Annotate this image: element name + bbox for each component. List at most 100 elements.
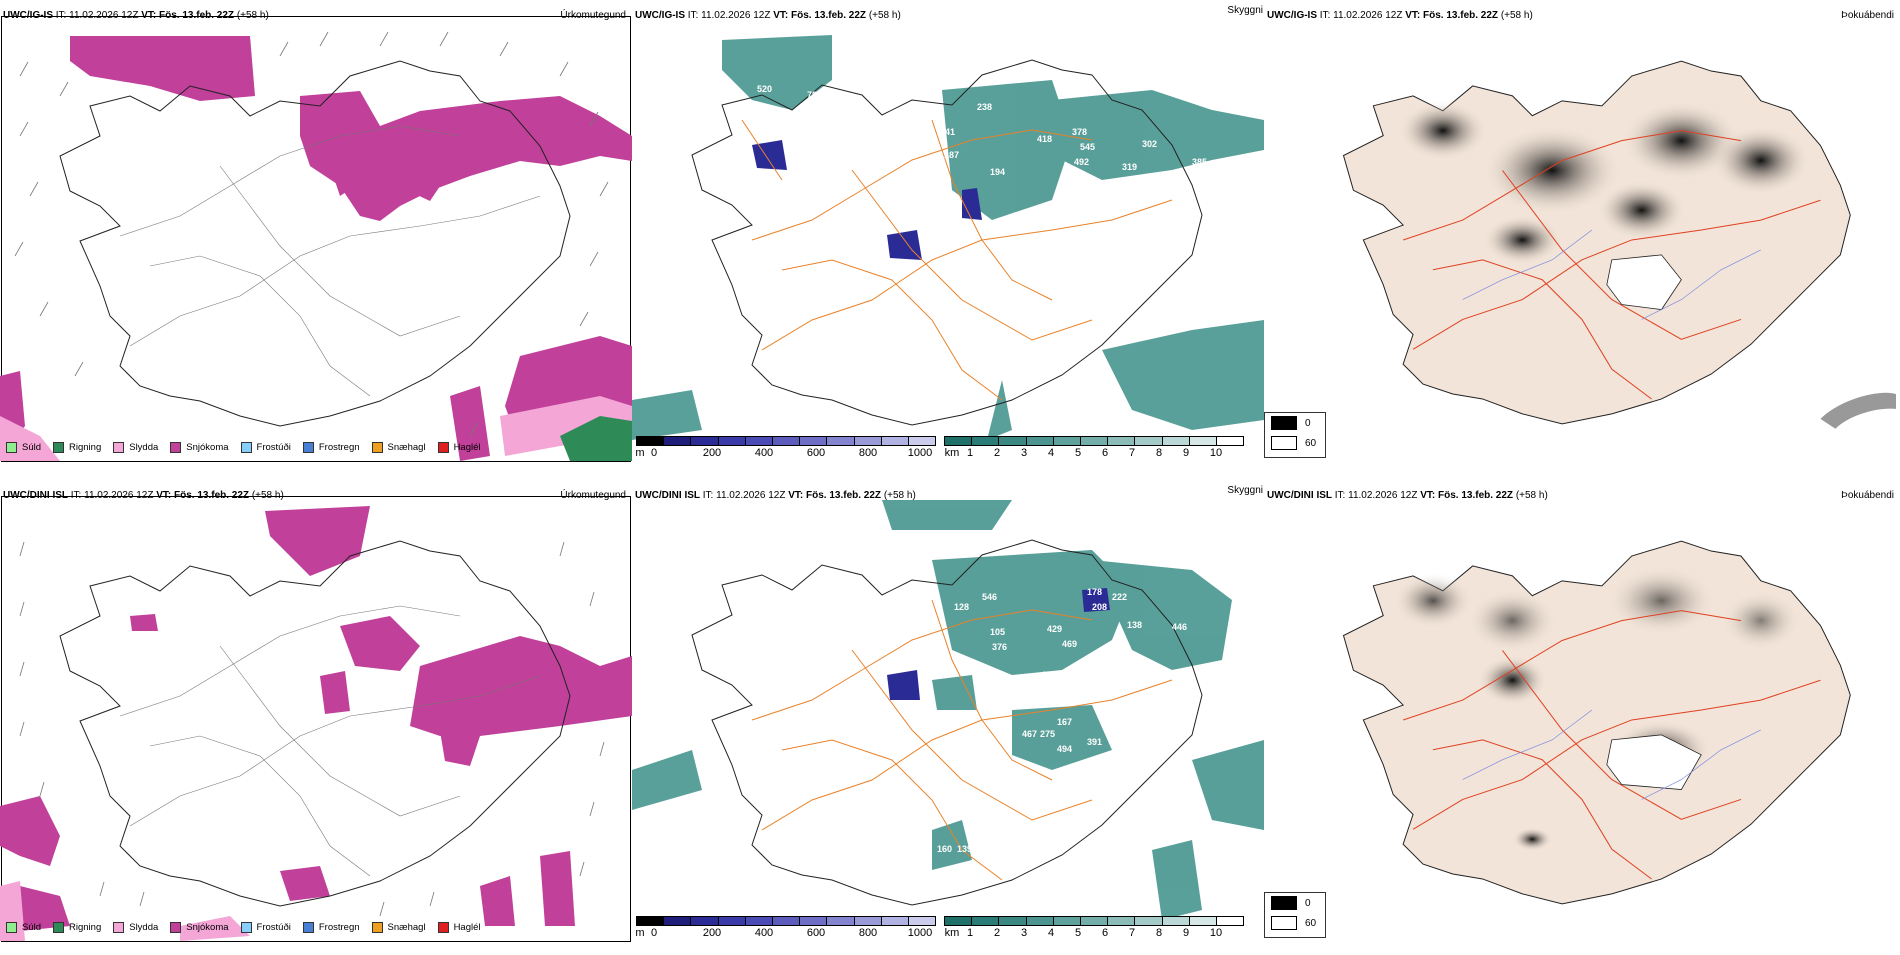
legend-item: Snjókoma: [170, 920, 229, 934]
colorbar-tick: 9: [1182, 927, 1190, 939]
colorbar-tick: 0: [650, 927, 658, 939]
colorbar-unit: m: [635, 927, 645, 939]
lead-time: (+58 h): [236, 10, 269, 21]
vt-label: VT:: [156, 490, 172, 501]
legend-item: 60: [1271, 913, 1325, 933]
visibility-colorbar: km 1 2 3 4 5 6 7 8 9 10: [944, 916, 1244, 942]
offshore-fog: [1820, 392, 1896, 429]
legend-swatch: [1271, 436, 1297, 450]
vt-label: VT:: [788, 490, 804, 501]
vis-label: 319: [1122, 162, 1137, 172]
vis-label: 275: [1040, 729, 1055, 739]
vis-label: 492: [1074, 157, 1089, 167]
vis-label: 546: [982, 592, 997, 602]
colorbar-unit: m: [635, 447, 645, 459]
panel-title: Úrkomutegund: [560, 10, 626, 21]
legend-item: Frostregn: [302, 920, 360, 934]
colorbar-tick: 7: [1128, 447, 1136, 459]
legend-item: 60: [1271, 433, 1325, 453]
fog-index-map: [1342, 540, 1851, 905]
colorbar-tick: 1: [966, 447, 974, 459]
vis-label: 391: [1087, 737, 1102, 747]
colorbar-tick: 2: [993, 447, 1001, 459]
vt-label: VT:: [141, 10, 157, 21]
legend-swatch: [371, 441, 383, 453]
legend-swatch: [53, 441, 65, 453]
vis-label: 302: [1142, 139, 1157, 149]
lead-time: (+58 h): [1500, 10, 1533, 21]
panel-title: Skyggni: [1227, 5, 1263, 16]
legend-item: 0: [1271, 893, 1325, 913]
vis-label: 446: [1172, 622, 1187, 632]
iceland-outline: [691, 539, 1203, 906]
map-frame: [1, 496, 631, 942]
vis-label: 35: [926, 167, 936, 177]
colorbar-tick: 6: [1101, 927, 1109, 939]
height-colorbar-ticks: m 0 200 400 600 800 1000: [635, 926, 936, 940]
legend-label: 0: [1305, 897, 1311, 909]
visibility-colorbar-ticks: km 1 2 3 4 5 6 7 8 9 10: [944, 446, 1244, 460]
colorbar-tick: 9: [1182, 447, 1190, 459]
height-colorbar: m 0 200 400 600 800 1000: [635, 916, 936, 942]
legend-swatch: [6, 921, 17, 933]
height-colorbar-strip: [636, 916, 936, 926]
colorbar-tick: 4: [1047, 927, 1055, 939]
legend-item: Snjókoma: [170, 440, 229, 454]
legend-label: Snjókoma: [186, 921, 229, 933]
precip-type-panel-top: UWC/IG-IS IT: 11.02.2026 12Z VT: Fös. 13…: [0, 0, 632, 475]
it-value: 11.02.2026 12Z: [1333, 10, 1403, 21]
panel-header: UWC/DINI ISL IT: 11.02.2026 12Z VT: Fös.…: [635, 485, 1264, 506]
legend-item: Frostregn: [302, 440, 360, 454]
vt-label: VT:: [773, 10, 789, 21]
legend-label: Súld: [22, 441, 42, 453]
fog-gray-areas: [1398, 100, 1811, 265]
legend-swatch: [113, 921, 125, 933]
legend-swatch: [53, 921, 65, 933]
vt-value: Fös. 13.feb. 22Z: [159, 10, 235, 21]
iceland-outline: [59, 540, 571, 907]
roads: [1402, 130, 1821, 400]
legend-label: Haglél: [453, 441, 481, 453]
panel-header: UWC/DINI ISL IT: 11.02.2026 12Z VT: Fös.…: [1267, 490, 1900, 506]
colorbar-tick: 0: [650, 447, 658, 459]
it-label: IT:: [687, 10, 699, 21]
legend-swatch: [371, 921, 383, 933]
vis-label: 545: [1080, 142, 1095, 152]
colorbar-tick: 400: [754, 447, 774, 459]
legend-swatch: [240, 441, 252, 453]
it-value: 11.02.2026 12Z: [701, 10, 771, 21]
low-visibility-areas: [632, 35, 1264, 440]
model-name: UWC/IG-IS: [1267, 10, 1317, 21]
it-value: 11.02.2026 12Z: [1348, 490, 1418, 501]
legend-swatch: [240, 921, 252, 933]
colorbar-tick: 3: [1020, 927, 1028, 939]
legend-label: 60: [1305, 437, 1317, 449]
height-colorbar-strip: [636, 436, 936, 446]
height-colorbar-ticks: m 0 200 400 600 800 1000: [635, 446, 936, 460]
it-label: IT:: [1319, 10, 1331, 21]
precip-map: [0, 506, 632, 941]
snow-areas: [0, 36, 632, 461]
legend-item: Haglél: [437, 920, 481, 934]
fog-legend-top: 0 60: [1264, 412, 1326, 458]
legend-swatch: [1271, 416, 1297, 430]
vis-label: 138: [1127, 620, 1142, 630]
rivers: [1462, 709, 1762, 800]
colorbar-tick: 4: [1047, 447, 1055, 459]
legend-item: Rigning: [53, 920, 101, 934]
fog-legend-bottom: 0 60: [1264, 892, 1326, 938]
it-value: 11.02.2026 12Z: [84, 490, 154, 501]
vis-label: 178: [1087, 587, 1102, 597]
snow-areas: [0, 506, 632, 931]
legend-swatch: [1271, 916, 1297, 930]
panel-header: UWC/DINI ISL IT: 11.02.2026 12Z VT: Fös.…: [3, 490, 632, 506]
colorbar-tick: 5: [1074, 447, 1082, 459]
vt-value: Fös. 13.feb. 22Z: [791, 10, 867, 21]
vis-label: 418: [1037, 134, 1052, 144]
precip-type-panel-bottom: UWC/DINI ISL IT: 11.02.2026 12Z VT: Fös.…: [0, 480, 632, 955]
fog-index-panel-top: UWC/IG-IS IT: 11.02.2026 12Z VT: Fös. 13…: [1264, 0, 1900, 475]
vis-label: 92: [948, 234, 958, 244]
vis-label: 385: [1192, 157, 1207, 167]
low-visibility-areas: [632, 500, 1264, 920]
legend-swatch: [170, 921, 182, 933]
